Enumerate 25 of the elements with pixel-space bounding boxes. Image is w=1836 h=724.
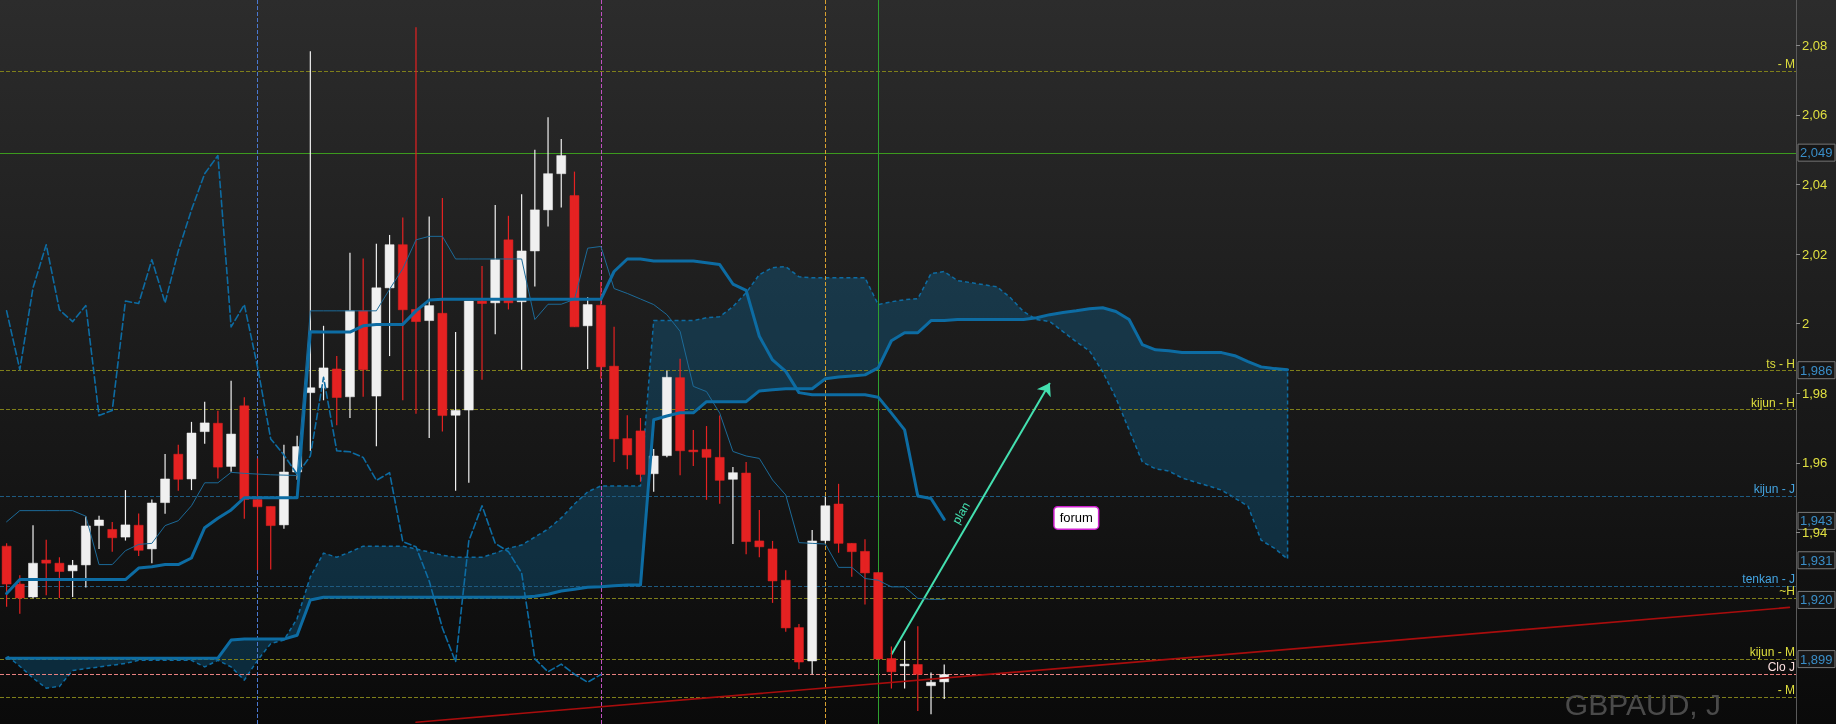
ref-line-label: kijun - J (1753, 482, 1795, 497)
ref-line-label: Clo J (1767, 660, 1795, 675)
ref-line-label: tenkan - J (1742, 572, 1795, 587)
text: 1,986 (1800, 362, 1833, 378)
y-tick-label: 1,96 (1802, 455, 1828, 471)
annotation: forum (1059, 510, 1093, 526)
candlestick (94, 515, 104, 549)
ref-line-label: ~H (1779, 584, 1795, 598)
text: 2,049 (1800, 145, 1833, 161)
ref-line-label: kijun - H (1750, 395, 1795, 410)
text: 1,931 (1800, 552, 1833, 568)
ref-line-label: - M (1777, 57, 1795, 72)
y-tick-label: 1,98 (1802, 385, 1828, 401)
candlestick (728, 467, 738, 545)
ref-line-label: - M (1777, 683, 1795, 698)
y-tick-label: 2,08 (1802, 37, 1828, 53)
ref-line-label: ts - H (1766, 356, 1795, 371)
y-tick-label: 2,02 (1802, 246, 1828, 262)
text: 1,899 (1800, 651, 1833, 667)
y-tick-label: 2,06 (1802, 107, 1828, 123)
y-tick-label: 2,04 (1802, 176, 1828, 192)
text: GBPAUD, J (1564, 687, 1721, 721)
text: 1,920 (1800, 592, 1833, 608)
ref-line-label: kijun - M (1749, 645, 1795, 660)
y-tick-label: 2 (1802, 316, 1810, 332)
